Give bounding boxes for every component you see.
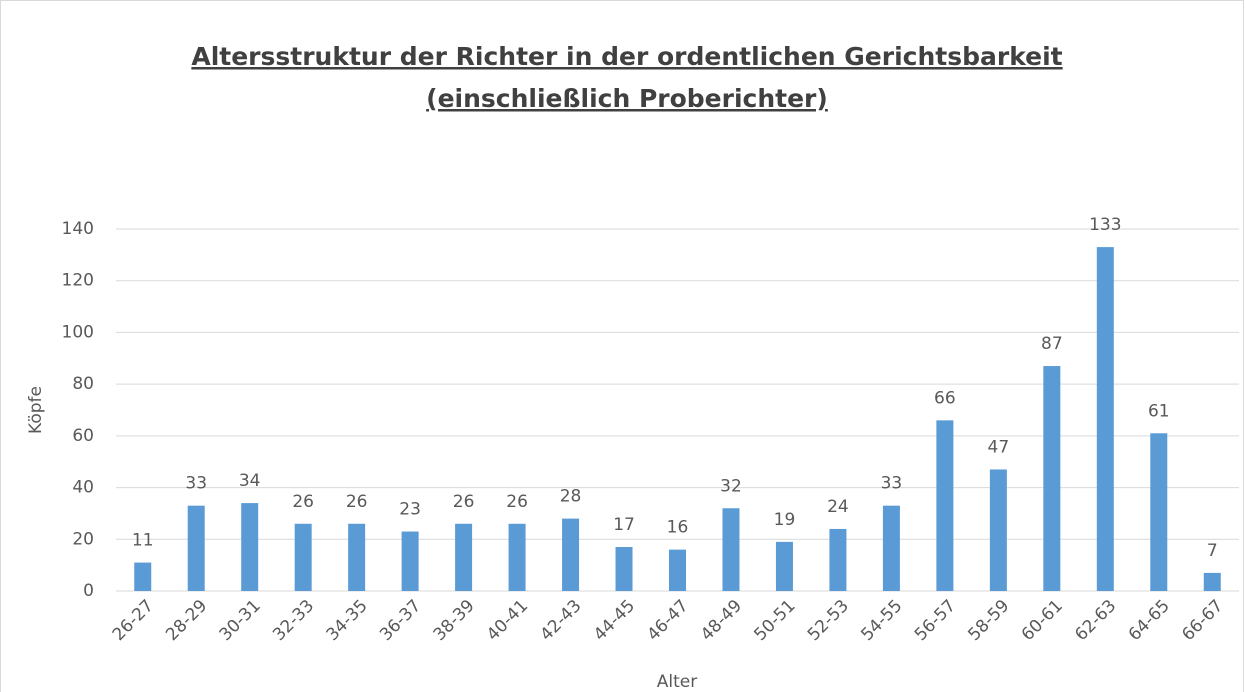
y-tick-label: 60 bbox=[72, 426, 94, 446]
data-label: 17 bbox=[613, 515, 635, 535]
y-tick-label: 0 bbox=[83, 581, 94, 601]
bar bbox=[241, 503, 259, 591]
chart-title: (einschließlich Proberichter) bbox=[426, 84, 828, 113]
y-tick-label: 120 bbox=[62, 271, 94, 291]
bar bbox=[187, 505, 205, 591]
data-label: 24 bbox=[827, 497, 849, 517]
data-label: 26 bbox=[453, 492, 475, 512]
bar bbox=[508, 523, 526, 591]
data-label: 26 bbox=[506, 492, 528, 512]
y-tick-label: 40 bbox=[72, 478, 94, 498]
bar bbox=[455, 523, 473, 591]
bar bbox=[882, 505, 900, 591]
bar bbox=[669, 549, 686, 591]
bar bbox=[562, 518, 580, 591]
bar bbox=[294, 523, 312, 591]
data-label: 26 bbox=[292, 492, 314, 512]
y-tick-label: 80 bbox=[72, 374, 94, 394]
chart-title: Altersstruktur der Richter in der ordent… bbox=[191, 42, 1062, 71]
data-label: 7 bbox=[1207, 541, 1218, 561]
bar bbox=[401, 531, 419, 591]
y-tick-label: 100 bbox=[62, 322, 94, 342]
bar bbox=[775, 541, 793, 591]
x-axis-label: Alter bbox=[657, 672, 697, 692]
data-label: 26 bbox=[346, 492, 368, 512]
data-label: 87 bbox=[1041, 334, 1063, 354]
data-label: 33 bbox=[185, 474, 207, 494]
data-label: 23 bbox=[399, 500, 421, 520]
bar bbox=[1096, 247, 1114, 591]
data-label: 133 bbox=[1089, 215, 1121, 235]
bar bbox=[615, 547, 633, 591]
y-axis-label: Köpfe bbox=[26, 386, 46, 434]
data-label: 16 bbox=[667, 518, 689, 538]
bar bbox=[348, 523, 366, 591]
data-label: 11 bbox=[132, 531, 154, 551]
bar bbox=[722, 508, 740, 591]
y-tick-label: 140 bbox=[62, 219, 94, 239]
data-label: 32 bbox=[720, 476, 742, 496]
bar bbox=[1043, 366, 1061, 591]
y-tick-label: 20 bbox=[72, 529, 94, 549]
data-label: 66 bbox=[934, 388, 956, 408]
bar bbox=[1150, 433, 1168, 591]
bar bbox=[829, 528, 847, 591]
data-label: 34 bbox=[239, 471, 261, 491]
bar bbox=[1203, 572, 1221, 591]
data-label: 19 bbox=[774, 510, 796, 530]
bar bbox=[134, 562, 152, 591]
data-label: 61 bbox=[1148, 401, 1170, 421]
data-label: 33 bbox=[881, 474, 903, 494]
bar bbox=[936, 420, 954, 591]
data-label: 47 bbox=[988, 437, 1010, 457]
data-label: 28 bbox=[560, 487, 582, 507]
bar bbox=[989, 469, 1007, 591]
